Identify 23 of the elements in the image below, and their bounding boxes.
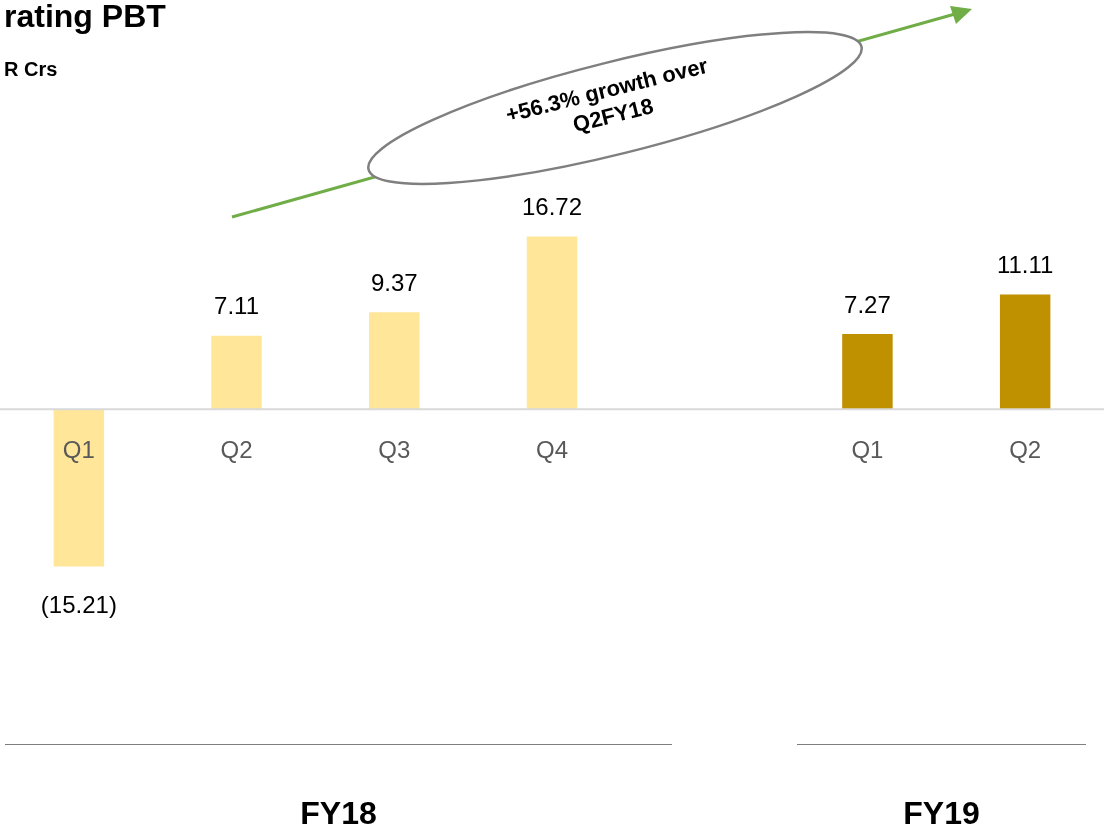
x-tick-label: Q2 xyxy=(220,435,253,463)
x-tick-label: Q1 xyxy=(62,435,95,463)
bar xyxy=(842,334,893,410)
text: +56.3% growth over Q2FY18 xyxy=(502,51,712,140)
x-tick-label: Q2 xyxy=(1009,435,1042,463)
data-label: 7.27 xyxy=(844,290,891,318)
data-label: 16.72 xyxy=(521,193,583,221)
text: FY19 xyxy=(902,795,981,832)
data-label: 7.11 xyxy=(214,292,260,320)
chart-subtitle: R Crs xyxy=(4,58,58,81)
text: FY18 xyxy=(299,795,378,832)
chart-title: rating PBT xyxy=(4,0,166,35)
bar xyxy=(211,335,262,410)
x-tick-label: Q4 xyxy=(535,435,569,463)
data-label: 11.11 xyxy=(996,251,1054,278)
x-tick-label: Q3 xyxy=(378,435,411,463)
bar xyxy=(53,409,105,567)
x-tick-label: Q1 xyxy=(851,435,884,463)
data-label: 9.37 xyxy=(370,268,418,296)
bar xyxy=(369,312,420,410)
data-label: (15.21) xyxy=(40,591,117,619)
bar xyxy=(526,236,578,410)
bar xyxy=(999,294,1051,410)
